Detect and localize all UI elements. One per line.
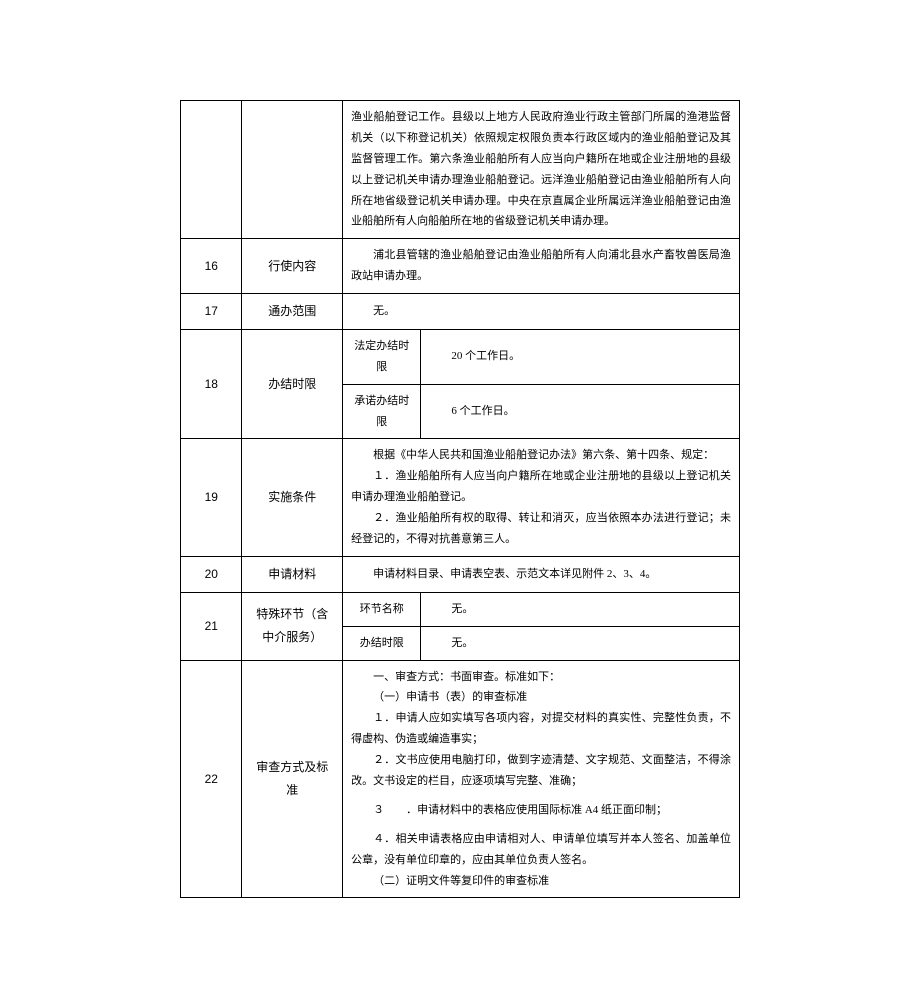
row17-label: 通办范围 [242, 294, 343, 330]
top-label-cell [242, 101, 343, 239]
row20-label: 申请材料 [242, 556, 343, 592]
main-table: 渔业船舶登记工作。县级以上地方人民政府渔业行政主管部门所属的渔港监督机关（以下称… [180, 100, 740, 898]
top-content: 渔业船舶登记工作。县级以上地方人民政府渔业行政主管部门所属的渔港监督机关（以下称… [351, 107, 731, 232]
row18-sub2-label: 承诺办结时限 [343, 384, 421, 439]
row22-content-cell: 一、审查方式：书面审查。标准如下： （一）申请书（表）的审查标准 １．申请人应如… [343, 660, 740, 898]
row18-sub1-label: 法定办结时限 [343, 329, 421, 384]
row20-num: 20 [181, 556, 242, 592]
row21-sub1-content: 无。 [451, 603, 473, 615]
row22-label: 审查方式及标准 [242, 660, 343, 898]
row18-sub2-content: 6 个工作日。 [451, 405, 514, 417]
row21-sub1-label: 环节名称 [343, 592, 421, 626]
row22-p6: ４．相关申请表格应由申请相对人、申请单位填写并本人签名、加盖单位公章，没有单位印… [351, 829, 731, 871]
row18-num: 18 [181, 329, 242, 439]
row21-sub2-content-cell: 无。 [421, 626, 740, 660]
row19-p3: ２．渔业船舶所有权的取得、转让和消灭，应当依照本办法进行登记；未经登记的，不得对… [351, 508, 731, 550]
row17-content-cell: 无。 [343, 294, 740, 330]
row19-p1: 根据《中华人民共和国渔业船舶登记办法》第六条、第十四条、规定： [351, 445, 731, 466]
row22-p2: （一）申请书（表）的审查标准 [351, 687, 731, 708]
row17-num: 17 [181, 294, 242, 330]
row20-content-cell: 申请材料目录、申请表空表、示范文本详见附件 2、3、4。 [343, 556, 740, 592]
row21-sub2-content: 无。 [451, 637, 473, 649]
row16-content-cell: 浦北县管辖的渔业船舶登记由渔业船舶所有人向浦北县水产畜牧兽医局渔政站申请办理。 [343, 239, 740, 294]
row22-p7: （二）证明文件等复印件的审查标准 [351, 871, 731, 892]
row18-label: 办结时限 [242, 329, 343, 439]
row22-num: 22 [181, 660, 242, 898]
row21-sub2-label: 办结时限 [343, 626, 421, 660]
row19-content-cell: 根据《中华人民共和国渔业船舶登记办法》第六条、第十四条、规定： １．渔业船舶所有… [343, 439, 740, 556]
row19-num: 19 [181, 439, 242, 556]
top-content-cell: 渔业船舶登记工作。县级以上地方人民政府渔业行政主管部门所属的渔港监督机关（以下称… [343, 101, 740, 239]
row16-num: 16 [181, 239, 242, 294]
row19-p2: １．渔业船舶所有人应当向户籍所在地或企业注册地的县级以上登记机关申请办理渔业船舶… [351, 466, 731, 508]
row22-p5: ３ ．申请材料中的表格应使用国际标准 A4 纸正面印制； [351, 800, 731, 821]
row19-label: 实施条件 [242, 439, 343, 556]
row18-sub2-content-cell: 6 个工作日。 [421, 384, 740, 439]
row16-content: 浦北县管辖的渔业船舶登记由渔业船舶所有人向浦北县水产畜牧兽医局渔政站申请办理。 [351, 245, 731, 287]
row22-p1: 一、审查方式：书面审查。标准如下： [351, 667, 731, 688]
row17-content: 无。 [373, 305, 395, 317]
row21-label: 特殊环节（含中介服务） [242, 592, 343, 660]
row16-label: 行使内容 [242, 239, 343, 294]
top-num-cell [181, 101, 242, 239]
row18-sub1-content: 20 个工作日。 [451, 350, 520, 362]
row21-num: 21 [181, 592, 242, 660]
row18-sub1-content-cell: 20 个工作日。 [421, 329, 740, 384]
row22-p4: ２．文书应使用电脑打印，做到字迹清楚、文字规范、文面整洁，不得涂改。文书设定的栏… [351, 750, 731, 792]
row20-content: 申请材料目录、申请表空表、示范文本详见附件 2、3、4。 [373, 568, 656, 580]
row22-p3: １．申请人应如实填写各项内容，对提交材料的真实性、完整性负责，不得虚构、伪造或编… [351, 708, 731, 750]
row21-sub1-content-cell: 无。 [421, 592, 740, 626]
document-page: 渔业船舶登记工作。县级以上地方人民政府渔业行政主管部门所属的渔港监督机关（以下称… [180, 100, 740, 898]
